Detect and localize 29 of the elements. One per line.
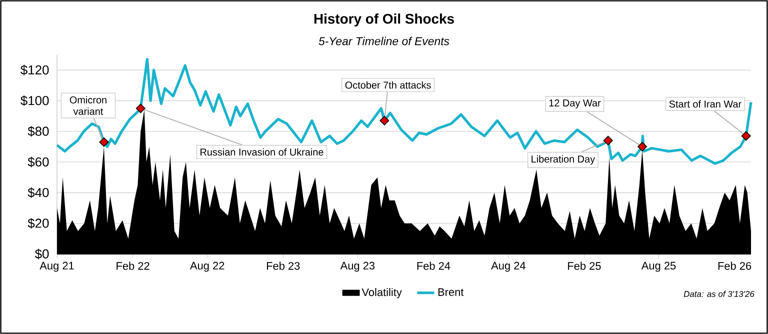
x-tick-label: Feb 22	[116, 262, 150, 270]
text: Data: as of 3'13'26	[684, 290, 754, 297]
y-tick-label: $20	[28, 218, 49, 229]
x-tick-label: Feb 26	[718, 262, 752, 270]
line-series	[56, 58, 752, 165]
x-tick-label: Feb 23	[266, 262, 300, 270]
y-tick-label: $0	[34, 248, 49, 260]
annotation: Omicron variant	[70, 96, 106, 115]
x-tick-label: Aug 23	[340, 262, 375, 272]
annotation: Start of Iran War	[669, 100, 742, 108]
y-tick-label: $60	[28, 156, 49, 168]
annotation: Liberation Day	[532, 155, 596, 165]
chart-subtitle: 5-Year Timeline of Events	[318, 36, 450, 46]
x-tick-label: Aug 24	[491, 262, 526, 272]
x-tick-label: Feb 24	[417, 262, 450, 270]
y-tick-label: $40	[28, 187, 49, 198]
annotation: 12 Day War	[549, 99, 601, 108]
annotation: Russian Invasion of Ukraine	[200, 148, 324, 156]
y-tick-label: $80	[28, 126, 49, 137]
x-tick-label: Aug 25	[641, 262, 676, 272]
x-tick-label: Aug 22	[190, 262, 224, 272]
annotation: October 7th attacks	[345, 81, 431, 89]
x-tick-label: Feb 25	[568, 262, 601, 270]
chart-title: History of Oil Shocks	[314, 13, 454, 26]
y-tick-label: $100	[20, 95, 49, 106]
y-tick-label: $120	[20, 64, 49, 76]
x-tick-label: Aug 21	[40, 262, 74, 272]
legend-label: Brent	[438, 288, 464, 296]
legend-label: Volatility	[362, 288, 402, 298]
